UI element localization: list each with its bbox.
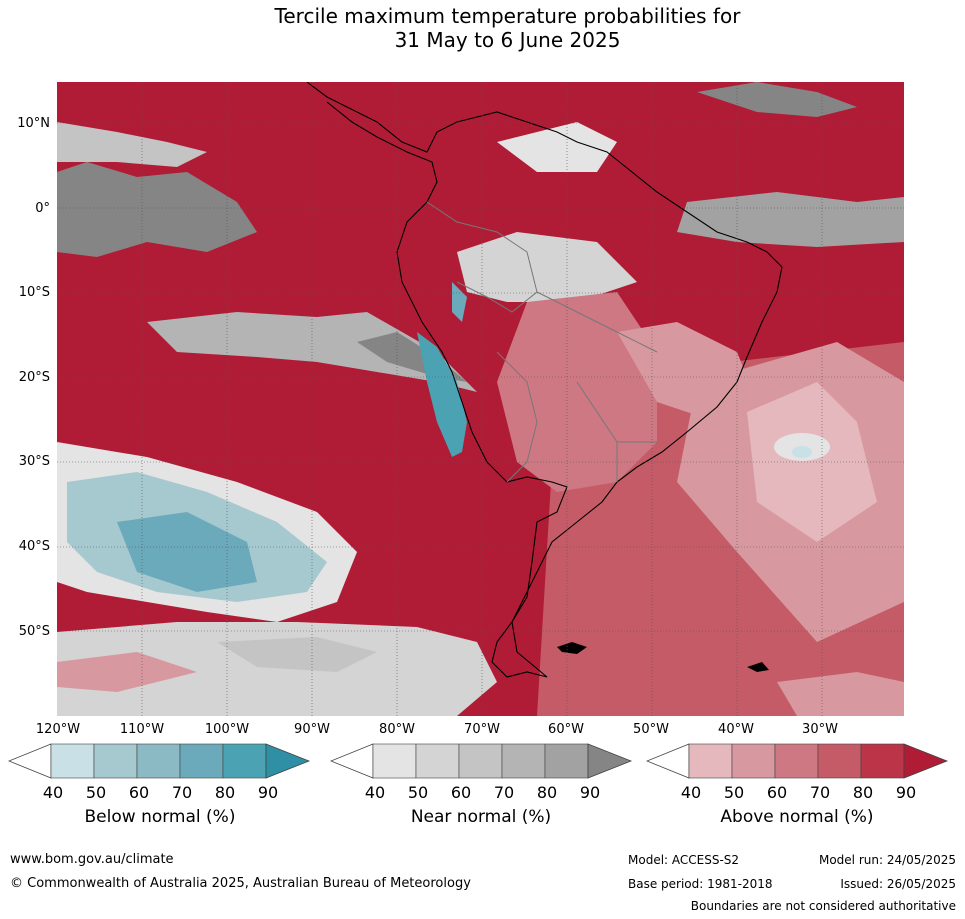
lat-label: 40°S	[18, 539, 50, 554]
probability-map	[57, 82, 904, 716]
colorbar-tick: 40	[42, 783, 64, 802]
colorbar-segment	[817, 743, 862, 779]
colorbar-extend-high	[265, 743, 311, 779]
lat-label: 20°S	[18, 370, 50, 385]
lat-label: 0°	[35, 201, 50, 216]
colorbar-extend-low	[646, 743, 690, 779]
near-normal-field	[217, 637, 377, 672]
colorbar-extend-low	[8, 743, 52, 779]
lon-label: 100°W	[204, 722, 250, 737]
gridlines	[57, 82, 904, 716]
lon-label: 90°W	[294, 722, 330, 737]
near-normal-field	[697, 82, 857, 117]
colorbar-below-normal	[8, 743, 311, 779]
near-normal-field	[457, 232, 637, 302]
model-name: Model: ACCESS-S2	[628, 853, 740, 867]
lon-label: 70°W	[464, 722, 500, 737]
colorbar-tick: 90	[895, 783, 917, 802]
lat-label: 10°S	[18, 285, 50, 300]
colorbar-segment	[860, 743, 905, 779]
colorbar-tick: 40	[364, 783, 386, 802]
base-period: Base period: 1981-2018	[628, 877, 773, 891]
map-title: Tercile maximum temperature probabilitie…	[0, 4, 965, 52]
above-normal-field	[57, 652, 197, 692]
colorbar-tick: 90	[257, 783, 279, 802]
colorbar-title-above: Above normal (%)	[720, 807, 874, 827]
south-georgia	[747, 662, 769, 672]
colorbar-segment	[501, 743, 546, 779]
lon-label: 120°W	[35, 722, 81, 737]
colorbar-tick: 60	[450, 783, 472, 802]
colorbar-title-near: Near normal (%)	[410, 807, 552, 827]
colorbar-segment	[179, 743, 224, 779]
colorbar-segment	[222, 743, 267, 779]
colorbar-tick: 50	[723, 783, 745, 802]
colorbar-segment	[136, 743, 181, 779]
boundary-disclaimer: Boundaries are not considered authoritat…	[690, 899, 956, 913]
colorbar-segment	[50, 743, 95, 779]
lon-label: 50°W	[633, 722, 669, 737]
colorbar-tick: 70	[171, 783, 193, 802]
below-normal-field	[452, 282, 467, 322]
below-normal-patch	[792, 446, 812, 458]
lat-label: 10°N	[17, 116, 50, 131]
colorbar-segment	[544, 743, 589, 779]
colorbar-extend-high	[587, 743, 633, 779]
colorbar-above-normal	[646, 743, 949, 779]
near-normal-field	[57, 162, 257, 257]
colorbar-tick: 50	[407, 783, 429, 802]
near-normal-field	[677, 192, 904, 247]
lon-label: 30°W	[802, 722, 838, 737]
colorbar-segment	[415, 743, 460, 779]
near-normal-field	[57, 622, 497, 716]
issued-date: Issued: 26/05/2025	[840, 877, 956, 891]
colorbar-segment	[774, 743, 819, 779]
near-normal-field	[57, 122, 207, 167]
above-normal-field	[777, 672, 904, 716]
below-normal-field	[417, 332, 467, 457]
colorbar-tick: 70	[493, 783, 515, 802]
colorbar-tick: 80	[852, 783, 874, 802]
colorbar-tick: 40	[680, 783, 702, 802]
colorbar-near-normal	[330, 743, 633, 779]
colorbar-segment	[458, 743, 503, 779]
colorbar-tick: 80	[536, 783, 558, 802]
colorbar-tick: 60	[766, 783, 788, 802]
colorbar-tick: 70	[809, 783, 831, 802]
lon-label: 40°W	[718, 722, 754, 737]
lon-label: 60°W	[548, 722, 584, 737]
colorbar-segment	[372, 743, 417, 779]
colorbar-segment	[688, 743, 733, 779]
lon-label: 80°W	[379, 722, 415, 737]
website-link[interactable]: www.bom.gov.au/climate	[10, 852, 174, 867]
near-normal-field	[497, 122, 617, 172]
model-run: Model run: 24/05/2025	[818, 853, 956, 867]
copyright-text: © Commonwealth of Australia 2025, Austra…	[10, 876, 471, 891]
lon-label: 110°W	[119, 722, 165, 737]
colorbar-segment	[93, 743, 138, 779]
above-normal-field	[747, 382, 877, 542]
colorbar-tick: 60	[128, 783, 150, 802]
colorbar-extend-low	[330, 743, 374, 779]
map-title-line1: Tercile maximum temperature probabilitie…	[274, 4, 741, 28]
colorbar-tick: 50	[85, 783, 107, 802]
coastline	[306, 82, 783, 678]
colorbar-title-below: Below normal (%)	[84, 807, 236, 827]
lat-label: 30°S	[18, 454, 50, 469]
below-normal-field	[117, 512, 257, 592]
colorbar-tick: 80	[214, 783, 236, 802]
colorbar-extend-high	[903, 743, 949, 779]
map-title-line2: 31 May to 6 June 2025	[394, 28, 621, 52]
country-borders	[426, 201, 658, 483]
lat-label: 50°S	[18, 624, 50, 639]
colorbar-segment	[731, 743, 776, 779]
falkland-islands	[557, 642, 587, 654]
colorbar-tick: 90	[579, 783, 601, 802]
